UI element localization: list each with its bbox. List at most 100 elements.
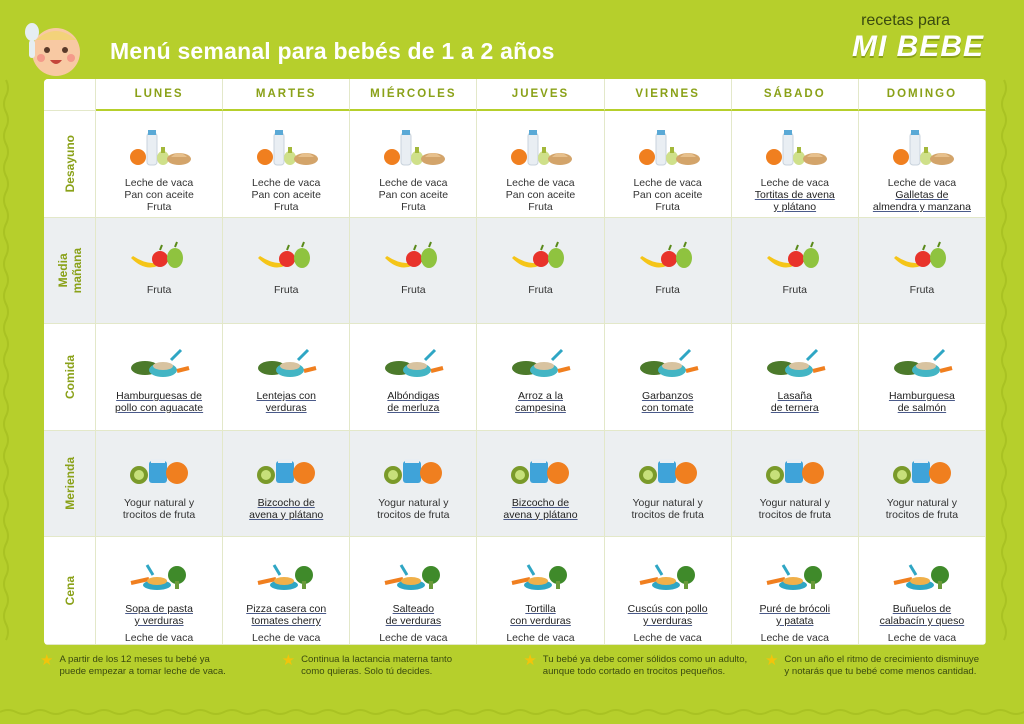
breakfast-food-icon: [381, 125, 446, 167]
meal-label: Media mañana: [55, 247, 84, 293]
menu-text: Fruta: [401, 201, 426, 213]
snack-food-icon: [254, 445, 318, 487]
menu-text: Fruta: [909, 283, 935, 296]
breakfast-food-icon: [254, 125, 319, 167]
brand-logo: MI BEBE: [851, 30, 984, 63]
recipe-link[interactable]: Hamburguesas de pollo con aguacate: [114, 390, 204, 414]
menu-cell: Yogur natural y trocitos de fruta: [350, 430, 478, 537]
menu-text: trocitos de fruta: [631, 508, 704, 521]
note-item: ★ Con un año el ritmo de crecimiento dis…: [765, 653, 1000, 690]
menu-cell: Leche de vaca Pan con aceite Fruta: [223, 111, 351, 218]
baby-face-icon: [25, 23, 80, 76]
meal-label: Comida: [62, 354, 77, 399]
dinner-food-icon: [763, 551, 827, 593]
recipe-link[interactable]: Galletas de almendra y manzana: [872, 189, 971, 213]
snack-food-icon: [127, 445, 191, 487]
recipe-link[interactable]: Bizcocho de avena y plátano: [503, 496, 578, 521]
dinner-food-icon: [890, 551, 954, 593]
fruit-food-icon: [890, 232, 954, 274]
snack-food-icon: [636, 445, 700, 487]
star-icon: ★: [523, 652, 537, 669]
recipe-link[interactable]: Pizza casera con tomates cherry: [246, 603, 327, 627]
menu-cell: Leche de vaca Pan con aceite Fruta: [96, 111, 224, 218]
menu-text: Fruta: [273, 201, 299, 213]
menu-cell: Tortilla con verduras Leche de vaca: [477, 537, 605, 645]
menu-cell: Fruta: [731, 217, 859, 324]
recipe-link[interactable]: Cuscús con pollo y verduras: [627, 603, 708, 627]
menu-text: Leche de vaca: [506, 632, 575, 644]
recipe-link[interactable]: Bizcocho de avena y plátano: [249, 496, 324, 521]
fruit-food-icon: [636, 232, 700, 274]
recipe-link[interactable]: Tortitas de avena y plátano: [754, 189, 835, 213]
recipe-link[interactable]: Sopa de pasta y verduras: [125, 603, 193, 627]
lunch-food-icon: [508, 338, 572, 380]
menu-cell: Lasaña de ternera: [731, 324, 859, 431]
recipe-link[interactable]: Lentejas con verduras: [256, 390, 316, 414]
recipe-link[interactable]: Tortilla con verduras: [510, 603, 571, 627]
menu-text: Fruta: [146, 283, 172, 296]
menu-text: Yogur natural y: [632, 496, 703, 509]
lunch-food-icon: [381, 338, 445, 380]
menu-cell: Puré de brócoli y patata Leche de vaca: [731, 537, 859, 645]
recipe-link[interactable]: Buñuelos de calabacín y queso: [879, 603, 965, 627]
notes-footer: ★ A partir de los 12 meses tu bebé ya pu…: [40, 652, 1000, 690]
menu-text: Leche de vaca: [887, 632, 957, 644]
recipe-link[interactable]: Arroz a la campesina: [515, 390, 566, 414]
recipe-link[interactable]: Salteado de verduras: [385, 603, 442, 627]
menu-text: Fruta: [655, 283, 680, 296]
menu-cell: Yogur natural y trocitos de fruta: [858, 430, 986, 537]
day-header: LUNES: [96, 79, 224, 111]
menu-text: Pan con aceite: [251, 189, 321, 201]
menu-text: Fruta: [528, 201, 553, 213]
menu-cell: Fruta: [350, 217, 478, 324]
breakfast-food-icon: [508, 125, 573, 167]
meal-label: Desayuno: [62, 135, 77, 193]
menu-text: trocitos de fruta: [377, 508, 450, 521]
dinner-food-icon: [381, 551, 445, 593]
note-text: A partir de los 12 meses tu bebé ya pued…: [59, 654, 226, 677]
menu-text: Leche de vaca: [506, 177, 575, 189]
menu-cell: Bizcocho de avena y plátano: [477, 430, 605, 537]
menu-cell: Leche de vaca Pan con aceite Fruta: [604, 111, 732, 218]
dinner-food-icon: [127, 551, 191, 593]
recipe-link[interactable]: Garbanzos con tomate: [641, 390, 694, 414]
menu-cell: Hamburguesa de salmón: [858, 324, 986, 431]
menu-cell: Arroz a la campesina: [477, 324, 605, 431]
day-header: VIERNES: [604, 79, 732, 111]
menu-cell: Yogur natural y trocitos de fruta: [604, 430, 732, 537]
recipe-link[interactable]: Puré de brócoli y patata: [759, 603, 831, 627]
note-item: ★ Tu bebé ya debe comer sólidos como un …: [523, 652, 758, 690]
menu-text: Fruta: [655, 201, 680, 213]
meal-label: Cena: [62, 575, 77, 606]
menu-cell: Pizza casera con tomates cherry Leche de …: [223, 537, 351, 645]
brand-tagline: recetas para: [861, 12, 950, 29]
star-icon: ★: [281, 652, 296, 669]
menu-cell: Garbanzos con tomate: [604, 324, 732, 431]
menu-cell: Fruta: [96, 217, 224, 324]
menu-text: Leche de vaca: [124, 632, 194, 644]
recipe-link[interactable]: Lasaña de ternera: [770, 390, 819, 414]
menu-cell: Cuscús con pollo y verduras Leche de vaca: [604, 537, 732, 645]
menu-text: Pan con aceite: [378, 189, 449, 201]
day-header: MIÉRCOLES: [350, 79, 478, 111]
day-header: JUEVES: [477, 79, 605, 111]
table-corner: [44, 79, 96, 111]
recipe-link[interactable]: Hamburguesa de salmón: [888, 390, 955, 414]
note-text: Tu bebé ya debe comer sólidos como un ad…: [542, 654, 748, 677]
menu-text: Leche de vaca: [887, 177, 957, 189]
recipe-link[interactable]: Albóndigas de merluza: [387, 390, 440, 414]
meal-label-cell: Comida: [44, 324, 96, 431]
menu-cell: Albóndigas de merluza: [350, 324, 478, 431]
snack-food-icon: [381, 445, 445, 487]
menu-text: Leche de vaca: [633, 632, 702, 644]
menu-text: Fruta: [401, 283, 426, 296]
menu-cell: Hamburguesas de pollo con aguacate: [96, 324, 224, 431]
breakfast-food-icon: [127, 125, 192, 167]
menu-text: Yogur natural y: [759, 496, 830, 509]
menu-text: Pan con aceite: [505, 189, 576, 201]
lunch-food-icon: [254, 338, 318, 380]
menu-cell: Fruta: [604, 217, 732, 324]
fruit-food-icon: [763, 232, 827, 274]
meal-label-cell: Media mañana: [44, 217, 96, 324]
menu-cell: Bizcocho de avena y plátano: [223, 430, 351, 537]
